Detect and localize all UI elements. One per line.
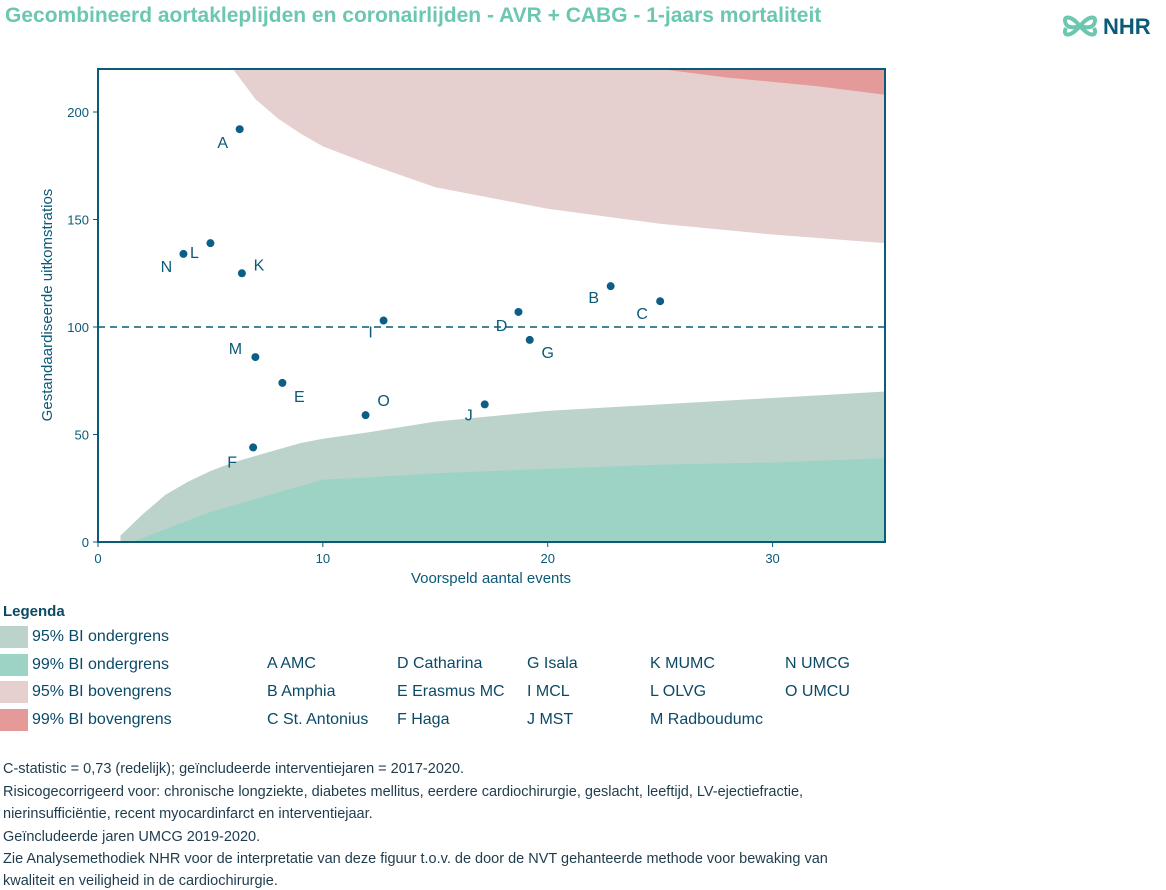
point-label-k: K: [254, 257, 265, 274]
data-point-l: [206, 239, 215, 248]
point-label-b: B: [588, 290, 599, 307]
hospital-label: C St. Antonius: [267, 711, 369, 728]
data-point-d: [514, 307, 523, 316]
hospital-label: E Erasmus MC: [397, 683, 505, 700]
funnel-plot: A B C D E F G I J K L M N O 0 10 20 30 0 50 100 150 200 Voor…: [39, 68, 886, 587]
point-label-n: N: [161, 259, 173, 276]
data-point-g: [525, 335, 534, 344]
footnote: Risicogecorrigeerd voor: chronische long…: [3, 784, 804, 800]
data-point-i: [379, 316, 388, 325]
hospital-label: J MST: [527, 711, 574, 728]
point-label-m: M: [229, 341, 242, 358]
x-tick-label: 20: [540, 551, 554, 566]
nhr-logo-text: NHR: [1103, 14, 1151, 39]
footnote: Geïncludeerde jaren UMCG 2019-2020.: [3, 829, 261, 845]
footnote: C-statistic = 0,73 (redelijk); geïnclude…: [3, 761, 465, 777]
y-axis-label: Gestandaardiseerde uitkomstratios: [39, 189, 56, 422]
point-label-a: A: [217, 135, 228, 152]
hospital-label: L OLVG: [650, 683, 707, 700]
legend-swatch: [0, 654, 28, 676]
legend-label: 99% BI ondergrens: [32, 656, 169, 673]
data-point-n: [179, 249, 188, 258]
y-tick-label: 0: [82, 535, 89, 550]
nhr-logo: NHR: [1060, 6, 1160, 46]
data-point-j: [480, 400, 489, 409]
point-label-c: C: [636, 306, 648, 323]
legend-item-99-upper: 99% BI bovengrens: [0, 708, 172, 732]
data-point-c: [656, 297, 665, 306]
point-label-l: L: [190, 245, 199, 262]
point-label-g: G: [541, 345, 553, 362]
x-axis-label: Voorspeld aantal events: [411, 570, 571, 587]
point-label-i: I: [368, 325, 372, 342]
data-point-k: [237, 269, 246, 278]
hospital-label: G Isala: [527, 655, 578, 672]
legend-item-95-upper: 95% BI bovengrens: [0, 680, 172, 704]
legend-label: 95% BI bovengrens: [32, 683, 172, 700]
data-point-b: [606, 282, 615, 291]
legend-label: 99% BI bovengrens: [32, 711, 172, 728]
x-tick-label: 30: [765, 551, 779, 566]
data-point-m: [251, 353, 260, 362]
ci99-lower-band: [131, 458, 885, 542]
plot-frame: [97, 68, 886, 543]
legend-swatch: [0, 681, 28, 703]
nhr-logo-icon: [1063, 15, 1097, 37]
point-label-f: F: [227, 454, 237, 471]
data-points: A B C D E F G I J K L M N O: [161, 125, 665, 471]
point-label-j: J: [465, 407, 473, 424]
y-tick-label: 100: [67, 320, 89, 335]
legend-swatch: [0, 709, 28, 731]
y-tick-label: 150: [67, 213, 89, 228]
y-tick-label: 200: [67, 105, 89, 120]
data-point-f: [249, 443, 258, 452]
hospital-label: B Amphia: [267, 683, 336, 700]
point-label-o: O: [377, 393, 389, 410]
hospital-label: N UMCG: [785, 655, 850, 672]
data-point-e: [278, 378, 287, 387]
hospital-label: M Radboudumc: [650, 711, 763, 728]
y-tick-label: 50: [75, 428, 89, 443]
legend-title: Legenda: [3, 603, 65, 620]
footnote: kwaliteit en veiligheid in de cardiochir…: [3, 873, 278, 889]
x-tick-label: 0: [94, 551, 101, 566]
chart-title: Gecombineerd aortakleplijden en coronair…: [5, 4, 822, 27]
hospital-label: F Haga: [397, 711, 450, 728]
data-point-a: [235, 125, 244, 134]
x-tick-label: 10: [316, 551, 330, 566]
legend-item-99-lower: 99% BI ondergrens: [0, 653, 169, 677]
x-axis: 0 10 20 30: [94, 542, 780, 566]
point-label-e: E: [294, 389, 305, 406]
ci99-upper-band: [660, 69, 885, 95]
y-axis: 0 50 100 150 200: [67, 105, 98, 550]
hospital-label: I MCL: [527, 683, 570, 700]
legend-swatch: [0, 626, 28, 648]
hospital-label: K MUMC: [650, 655, 715, 672]
legend-item-95-lower: 95% BI ondergrens: [0, 625, 169, 649]
hospital-label: O UMCU: [785, 683, 850, 700]
ci95-upper-band: [232, 69, 885, 244]
footnote: nierinsufficiëntie, recent myocardinfarc…: [3, 806, 373, 822]
point-label-d: D: [496, 318, 508, 335]
hospital-label: D Catharina: [397, 655, 483, 672]
data-point-o: [361, 411, 370, 420]
footnote: Zie Analysemethodiek NHR voor de interpr…: [3, 851, 828, 867]
legend-label: 95% BI ondergrens: [32, 628, 169, 645]
hospital-label: A AMC: [267, 655, 316, 672]
